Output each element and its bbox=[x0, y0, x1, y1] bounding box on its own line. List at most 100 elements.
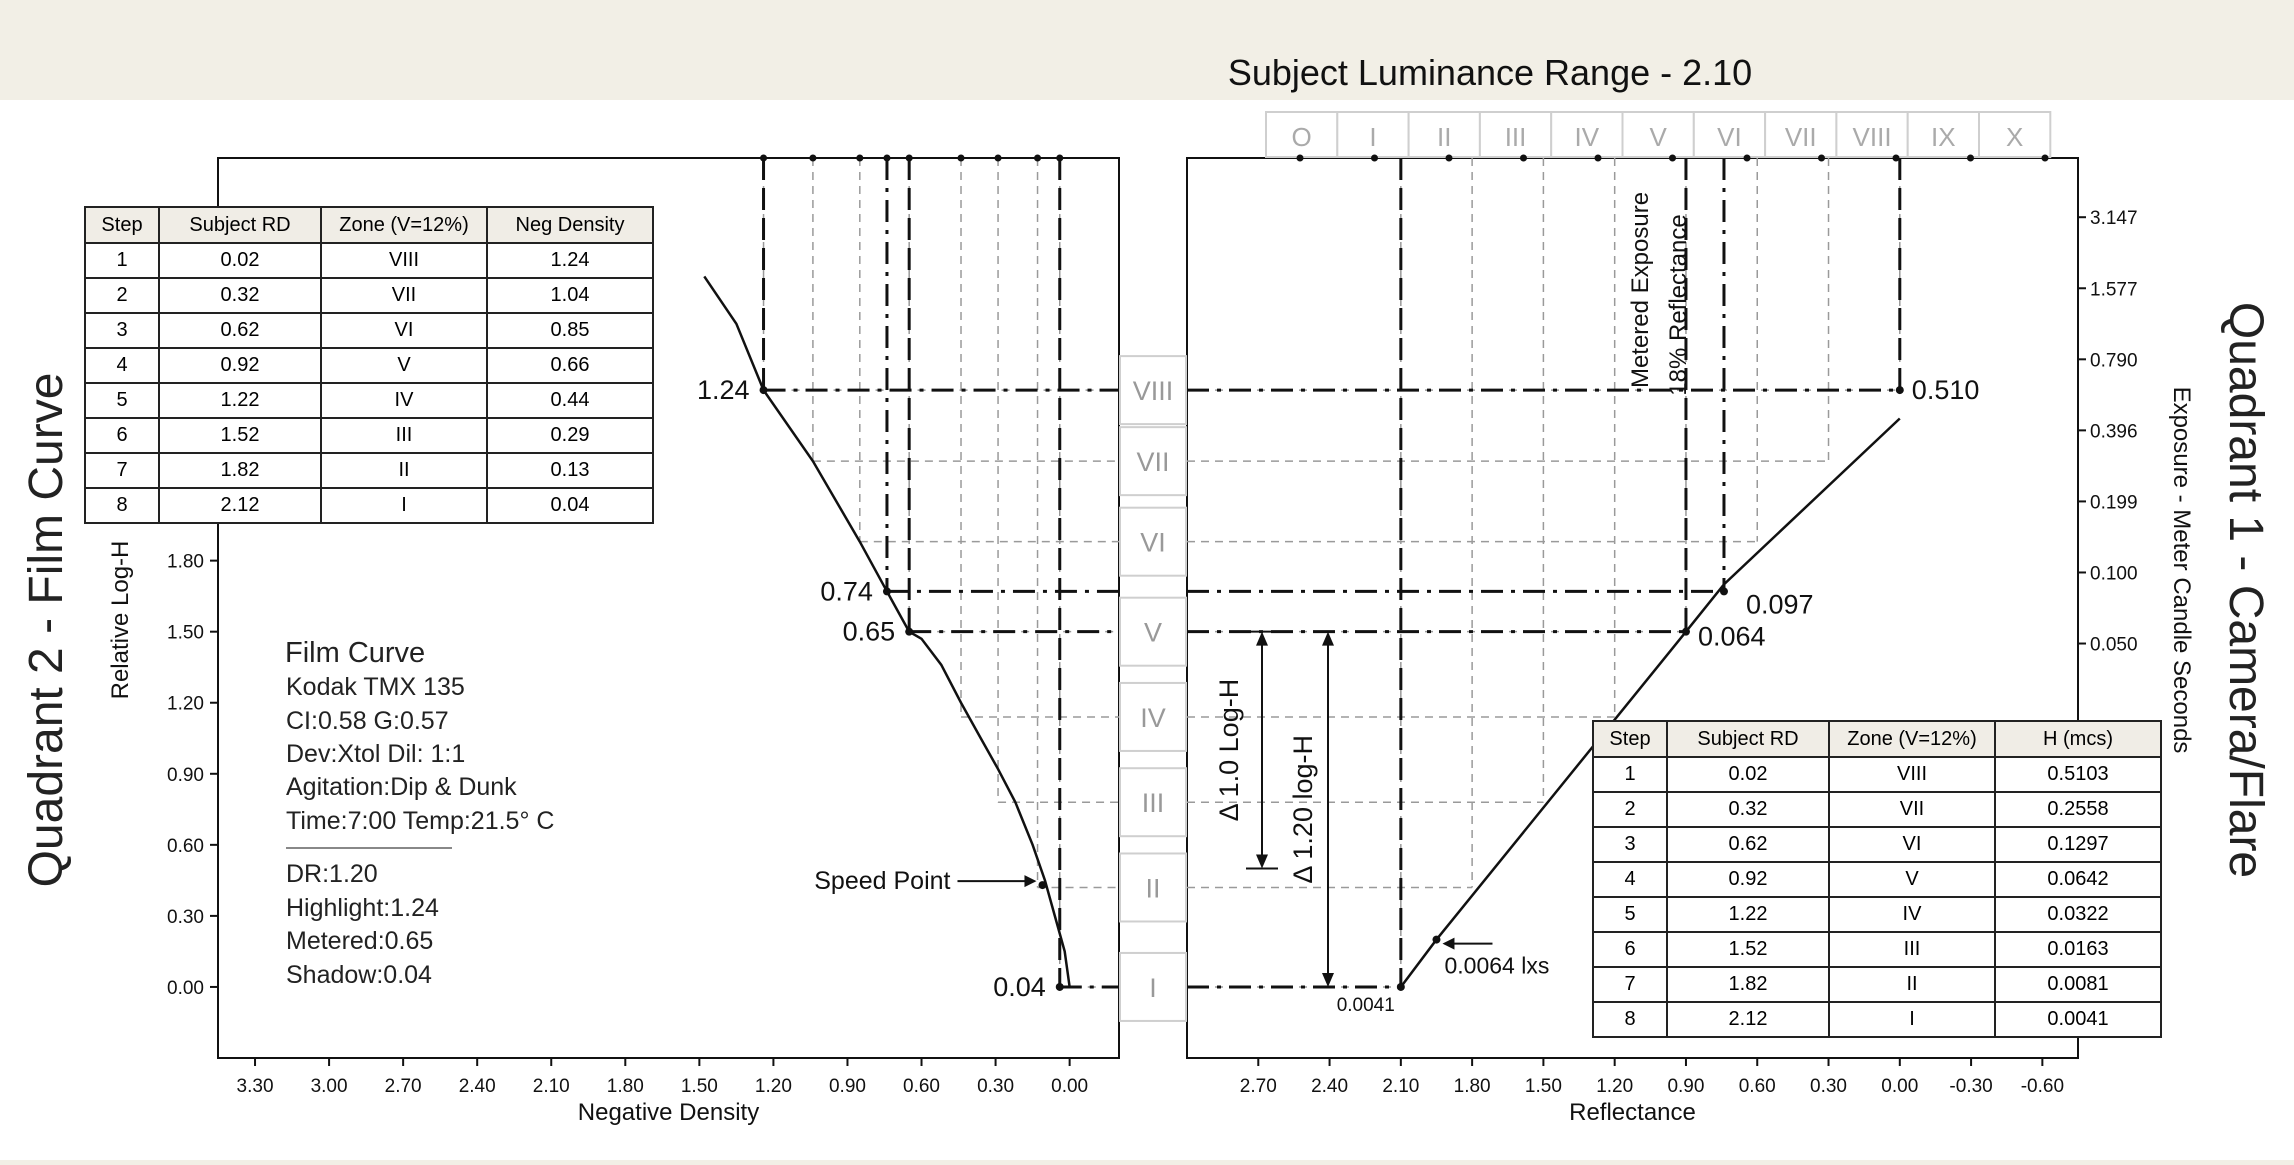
table-cell: 6 bbox=[84, 417, 160, 454]
zone-header-cell bbox=[1978, 111, 2052, 158]
table-cell: 4 bbox=[84, 347, 160, 384]
table-cell: 0.0041 bbox=[1994, 1001, 2162, 1038]
table-cell: 0.1297 bbox=[1994, 826, 2162, 863]
x-tick-label: 1.20 bbox=[1596, 1076, 1633, 1097]
zone-scale-label: III bbox=[1142, 788, 1165, 818]
table-cell: 0.2558 bbox=[1994, 791, 2162, 828]
x-tick-label: 0.00 bbox=[1051, 1076, 1088, 1097]
zone-scale-label: I bbox=[1149, 973, 1157, 1003]
x-tick-label: 2.40 bbox=[1311, 1076, 1348, 1097]
table-cell: 0.0642 bbox=[1994, 861, 2162, 898]
table-cell: 1.04 bbox=[486, 277, 654, 314]
top-edge-marker bbox=[1445, 154, 1453, 162]
table-cell: 0.62 bbox=[1666, 826, 1830, 863]
y-tick-label: 1.20 bbox=[167, 694, 204, 715]
film-curve-point bbox=[882, 587, 891, 596]
left-title: Quadrant 2 - Film Curve bbox=[20, 373, 73, 888]
table-cell: 0.32 bbox=[1666, 791, 1830, 828]
y-tick-label: 1.50 bbox=[167, 623, 204, 644]
zone-scale-cell bbox=[1119, 355, 1187, 426]
table-cell: VI bbox=[1828, 826, 1996, 863]
table-row: 2 0.32 VII 1.04 bbox=[84, 277, 654, 314]
x-tick-label: 0.00 bbox=[1881, 1076, 1918, 1097]
table-row: 7 1.82 II 0.0081 bbox=[1592, 966, 2162, 1003]
x-tick-label: 0.90 bbox=[829, 1076, 866, 1097]
x-tick-label: 1.80 bbox=[607, 1076, 644, 1097]
table-cell: 1.22 bbox=[158, 382, 322, 419]
y-tick-label: 3.147 bbox=[2090, 208, 2138, 229]
top-edge-marker bbox=[1594, 154, 1602, 162]
film-density-label: 1.24 bbox=[697, 375, 750, 405]
film-info-stat: DR:1.20 bbox=[286, 860, 378, 888]
top-edge-marker bbox=[809, 154, 817, 162]
table-cell: 1.24 bbox=[486, 242, 654, 279]
table-cell: 1.82 bbox=[1666, 966, 1830, 1003]
table-row: 2 0.32 VII 0.2558 bbox=[1592, 791, 2162, 828]
table-cell: 0.5103 bbox=[1994, 756, 2162, 793]
table-cell: 0.29 bbox=[486, 417, 654, 454]
table-cell: 2 bbox=[84, 277, 160, 314]
y-tick-label: 0.00 bbox=[167, 978, 204, 999]
x-tick-label: 3.00 bbox=[311, 1076, 348, 1097]
x-tick-label: 1.50 bbox=[681, 1076, 718, 1097]
top-edge-marker bbox=[1892, 154, 1900, 162]
film-info-stat: Highlight:1.24 bbox=[286, 894, 439, 922]
zone-scale-label: IV bbox=[1140, 703, 1166, 733]
x-tick-label: 2.70 bbox=[385, 1076, 422, 1097]
table-cell: 3 bbox=[84, 312, 160, 349]
table-header: Subject RD bbox=[158, 206, 322, 244]
table-row: 6 1.52 III 0.0163 bbox=[1592, 931, 2162, 968]
table-cell: III bbox=[320, 417, 488, 454]
table-cell: 0.02 bbox=[158, 242, 322, 279]
y-tick-label: 1.80 bbox=[167, 552, 204, 573]
film-density-label: 0.65 bbox=[843, 617, 896, 647]
y-tick-label: 0.100 bbox=[2090, 563, 2138, 584]
table-cell: 0.0322 bbox=[1994, 896, 2162, 933]
zone-header-cell bbox=[1835, 111, 1909, 158]
film-curve-point bbox=[1055, 982, 1064, 991]
table-cell: 1 bbox=[84, 242, 160, 279]
film-info-stat: Shadow:0.04 bbox=[286, 961, 432, 989]
table-row: 8 2.12 I 0.04 bbox=[84, 487, 654, 524]
film-density-label: 0.74 bbox=[820, 576, 873, 606]
film-info-line: Agitation:Dip & Dunk bbox=[286, 773, 517, 801]
exposure-label: 0.0041 bbox=[1337, 995, 1395, 1016]
film-curve-point bbox=[905, 627, 914, 636]
table-cell: V bbox=[1828, 861, 1996, 898]
x-tick-label: 2.70 bbox=[1240, 1076, 1277, 1097]
table-header: Step bbox=[84, 206, 160, 244]
y-tick-label: 0.790 bbox=[2090, 350, 2138, 371]
table-row: 4 0.92 V 0.66 bbox=[84, 347, 654, 384]
film-info-line: CI:0.58 G:0.57 bbox=[286, 707, 449, 735]
zone-header-label: IV bbox=[1575, 122, 1600, 152]
zone-scale-label: V bbox=[1144, 618, 1162, 648]
film-info-line: Kodak TMX 135 bbox=[286, 673, 465, 701]
table-cell: 2.12 bbox=[158, 487, 322, 524]
table-cell: 0.32 bbox=[158, 277, 322, 314]
top-edge-marker bbox=[1743, 154, 1751, 162]
x-tick-label: 0.90 bbox=[1667, 1076, 1704, 1097]
table-cell: 0.92 bbox=[158, 347, 322, 384]
zone-scale-label: VI bbox=[1140, 528, 1166, 558]
y-tick-label: 0.396 bbox=[2090, 421, 2138, 442]
zone-scale-cell bbox=[1119, 951, 1187, 1022]
zone-header-label: II bbox=[1437, 122, 1451, 152]
film-curve-line bbox=[703, 275, 1071, 988]
speed-point-marker bbox=[1038, 881, 1047, 890]
right-title: Quadrant 1 - Camera/Flare bbox=[2219, 302, 2272, 878]
table-cell: 0.13 bbox=[486, 452, 654, 489]
zone-header-label: III bbox=[1505, 122, 1527, 152]
table-row: 5 1.22 IV 0.0322 bbox=[1592, 896, 2162, 933]
x-tick-label: 2.40 bbox=[459, 1076, 496, 1097]
table-cell: II bbox=[1828, 966, 1996, 1003]
top-edge-marker bbox=[994, 154, 1002, 162]
delta-10-arrow-head-bottom bbox=[1256, 854, 1268, 869]
table-row: 5 1.22 IV 0.44 bbox=[84, 382, 654, 419]
exposure-label: 0.510 bbox=[1912, 375, 1980, 405]
top-edge-marker bbox=[1818, 154, 1825, 162]
x-axis-title: Reflectance bbox=[1569, 1099, 1696, 1126]
table-cell: II bbox=[320, 452, 488, 489]
table-cell: 1.52 bbox=[1666, 931, 1830, 968]
table-header: H (mcs) bbox=[1994, 720, 2162, 758]
